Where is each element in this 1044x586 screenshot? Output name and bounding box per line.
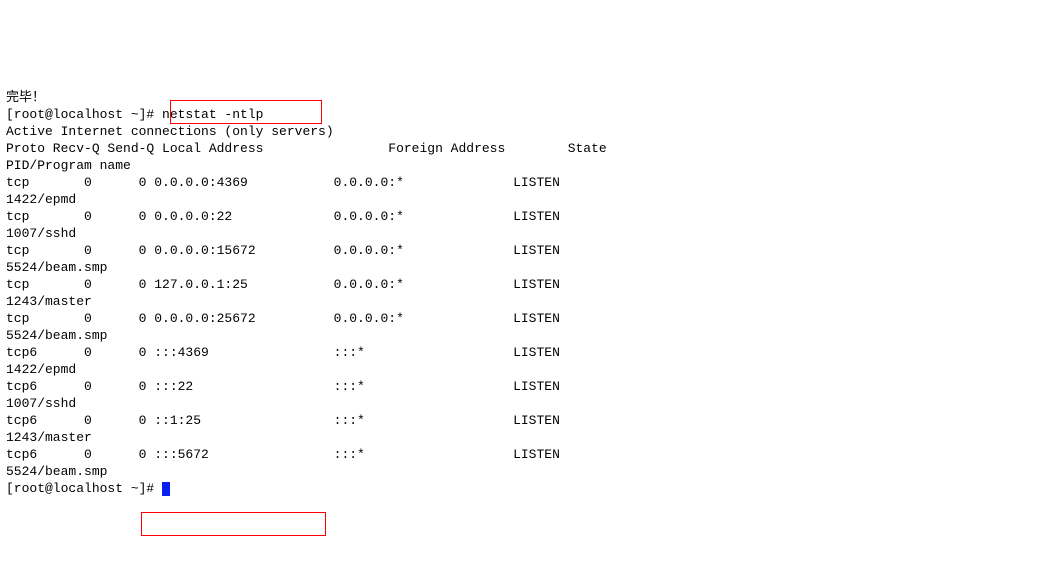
cursor xyxy=(162,482,170,496)
annotation-box-1 xyxy=(170,100,322,124)
shell-prompt[interactable]: [root@localhost ~]# xyxy=(6,481,162,496)
terminal-output: 完毕！ [root@localhost ~]# netstat -ntlp Ac… xyxy=(6,72,1038,497)
annotation-box-2 xyxy=(141,512,326,536)
